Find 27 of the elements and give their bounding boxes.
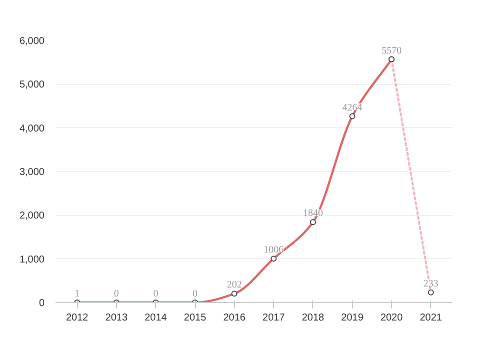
- x-tick-label: 2018: [302, 312, 325, 324]
- data-label: 1840: [302, 208, 323, 220]
- x-tick-label: 2012: [66, 312, 89, 324]
- x-tick-label: 2014: [144, 312, 168, 324]
- y-tick-label: 5,000: [19, 80, 45, 91]
- y-tick-label: 4,000: [19, 123, 45, 134]
- y-tick-label: 6,000: [19, 36, 45, 47]
- x-tick-label: 2016: [223, 312, 246, 324]
- data-label: 0: [192, 288, 198, 300]
- y-tick-label: 0: [38, 298, 45, 309]
- y-tick-label: 1,000: [19, 254, 45, 266]
- x-tick-label: 2021: [420, 312, 442, 324]
- x-tick-label: 2017: [262, 312, 286, 324]
- y-tick-label: 3,000: [19, 167, 45, 178]
- data-label: 4264: [342, 102, 362, 114]
- x-tick-label: 2013: [105, 312, 128, 324]
- y-tick-label: 2,000: [19, 210, 45, 222]
- x-tick-label: 2015: [184, 312, 207, 324]
- x-tick-label: 2019: [341, 312, 364, 324]
- data-label: 202: [226, 280, 242, 291]
- data-label: 0: [114, 288, 119, 300]
- data-label: 0: [153, 288, 158, 300]
- data-label: 1: [74, 288, 80, 300]
- data-label: 1006: [264, 244, 284, 256]
- x-tick-label: 2020: [380, 312, 404, 324]
- data-label: 5570: [382, 45, 402, 56]
- data-label: 233: [423, 278, 438, 290]
